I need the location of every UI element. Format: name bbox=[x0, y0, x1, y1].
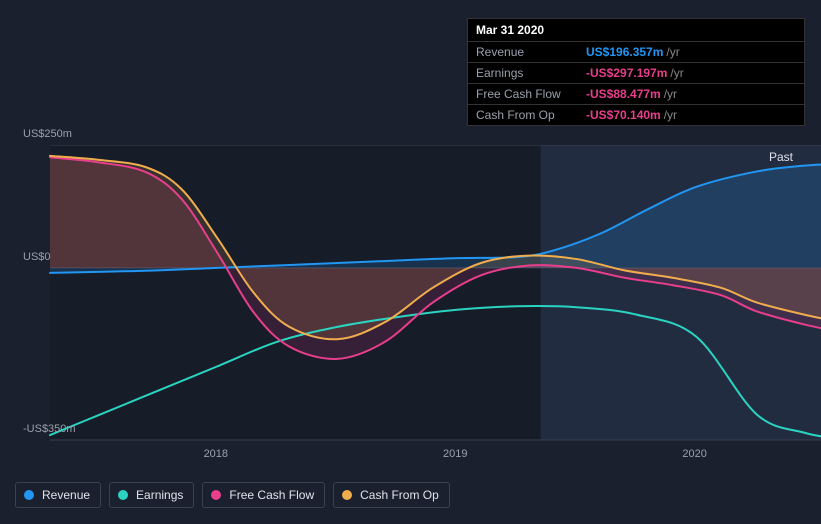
past-label: Past bbox=[769, 150, 793, 164]
legend-label: Revenue bbox=[42, 488, 90, 502]
tooltip-date: Mar 31 2020 bbox=[468, 19, 804, 42]
legend-item-revenue[interactable]: Revenue bbox=[15, 482, 101, 508]
tooltip-metric-unit: /yr bbox=[664, 87, 677, 101]
tooltip-metric-unit: /yr bbox=[666, 45, 679, 59]
tooltip-metric-value: US$196.357m bbox=[586, 45, 663, 59]
tooltip-metric-unit: /yr bbox=[670, 66, 683, 80]
tooltip-row: Cash From Op-US$70.140m/yr bbox=[468, 105, 804, 125]
tooltip-metric-label: Earnings bbox=[476, 66, 586, 80]
y-axis-label: US$0 bbox=[23, 251, 51, 263]
legend-label: Free Cash Flow bbox=[229, 488, 314, 502]
x-axis-label: 2019 bbox=[443, 448, 467, 460]
legend-swatch-icon bbox=[24, 490, 34, 500]
tooltip-metric-value: -US$88.477m bbox=[586, 87, 661, 101]
tooltip-metric-label: Free Cash Flow bbox=[476, 87, 586, 101]
financial-chart: Mar 31 2020 RevenueUS$196.357m/yrEarning… bbox=[0, 0, 821, 524]
tooltip-row: Earnings-US$297.197m/yr bbox=[468, 63, 804, 84]
legend-label: Cash From Op bbox=[360, 488, 439, 502]
chart-plot bbox=[15, 145, 821, 480]
chart-legend: Revenue Earnings Free Cash Flow Cash From O… bbox=[15, 482, 450, 508]
tooltip-metric-label: Revenue bbox=[476, 45, 586, 59]
tooltip-metric-label: Cash From Op bbox=[476, 108, 586, 122]
legend-label: Earnings bbox=[136, 488, 183, 502]
tooltip-metric-unit: /yr bbox=[664, 108, 677, 122]
legend-swatch-icon bbox=[342, 490, 352, 500]
tooltip-metric-value: -US$297.197m bbox=[586, 66, 667, 80]
legend-item-fcf[interactable]: Free Cash Flow bbox=[202, 482, 325, 508]
x-axis-label: 2020 bbox=[682, 448, 706, 460]
legend-item-earnings[interactable]: Earnings bbox=[109, 482, 194, 508]
tooltip-metric-value: -US$70.140m bbox=[586, 108, 661, 122]
y-axis-label: US$250m bbox=[23, 128, 72, 140]
tooltip-rows: RevenueUS$196.357m/yrEarnings-US$297.197… bbox=[468, 42, 804, 125]
x-axis-label: 2018 bbox=[204, 448, 228, 460]
legend-swatch-icon bbox=[118, 490, 128, 500]
y-axis-label: -US$350m bbox=[23, 423, 76, 435]
legend-item-cfo[interactable]: Cash From Op bbox=[333, 482, 450, 508]
tooltip-row: RevenueUS$196.357m/yr bbox=[468, 42, 804, 63]
legend-swatch-icon bbox=[211, 490, 221, 500]
chart-tooltip: Mar 31 2020 RevenueUS$196.357m/yrEarning… bbox=[467, 18, 805, 126]
tooltip-row: Free Cash Flow-US$88.477m/yr bbox=[468, 84, 804, 105]
